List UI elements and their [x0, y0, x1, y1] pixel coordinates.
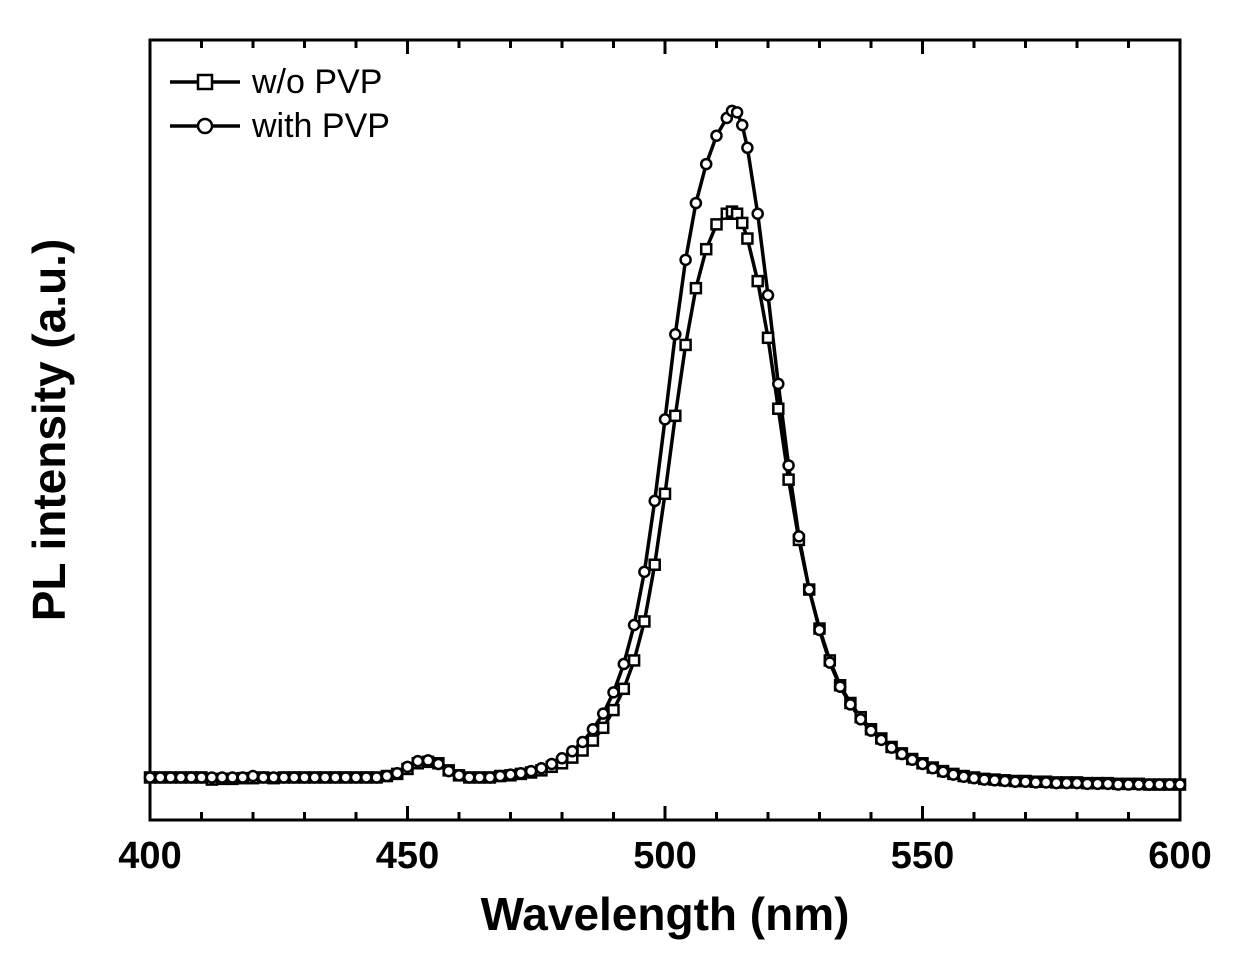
xtick-label: 450 [376, 835, 439, 877]
xtick-label: 550 [891, 835, 954, 877]
x-axis-label: Wavelength (nm) [481, 888, 850, 940]
pl-spectrum-chart: 400 450 500 550 600 Wavelength (nm) PL intensi… [0, 0, 1240, 980]
xtick-label: 500 [633, 835, 696, 877]
y-axis-label: PL intensity (a.u.) [23, 239, 75, 622]
series-markers-with-pvp [145, 106, 1185, 790]
xtick-label: 600 [1148, 835, 1211, 877]
legend: w/o PVP with PVP [170, 63, 390, 145]
series-line-with-pvp [150, 111, 1180, 785]
chart-svg: 400 450 500 550 600 Wavelength (nm) PL intensi… [0, 0, 1240, 980]
series-markers-w-o-pvp [145, 207, 1185, 790]
xtick-label: 400 [118, 835, 181, 877]
legend-label: with PVP [251, 107, 390, 145]
legend-label: w/o PVP [251, 63, 382, 101]
